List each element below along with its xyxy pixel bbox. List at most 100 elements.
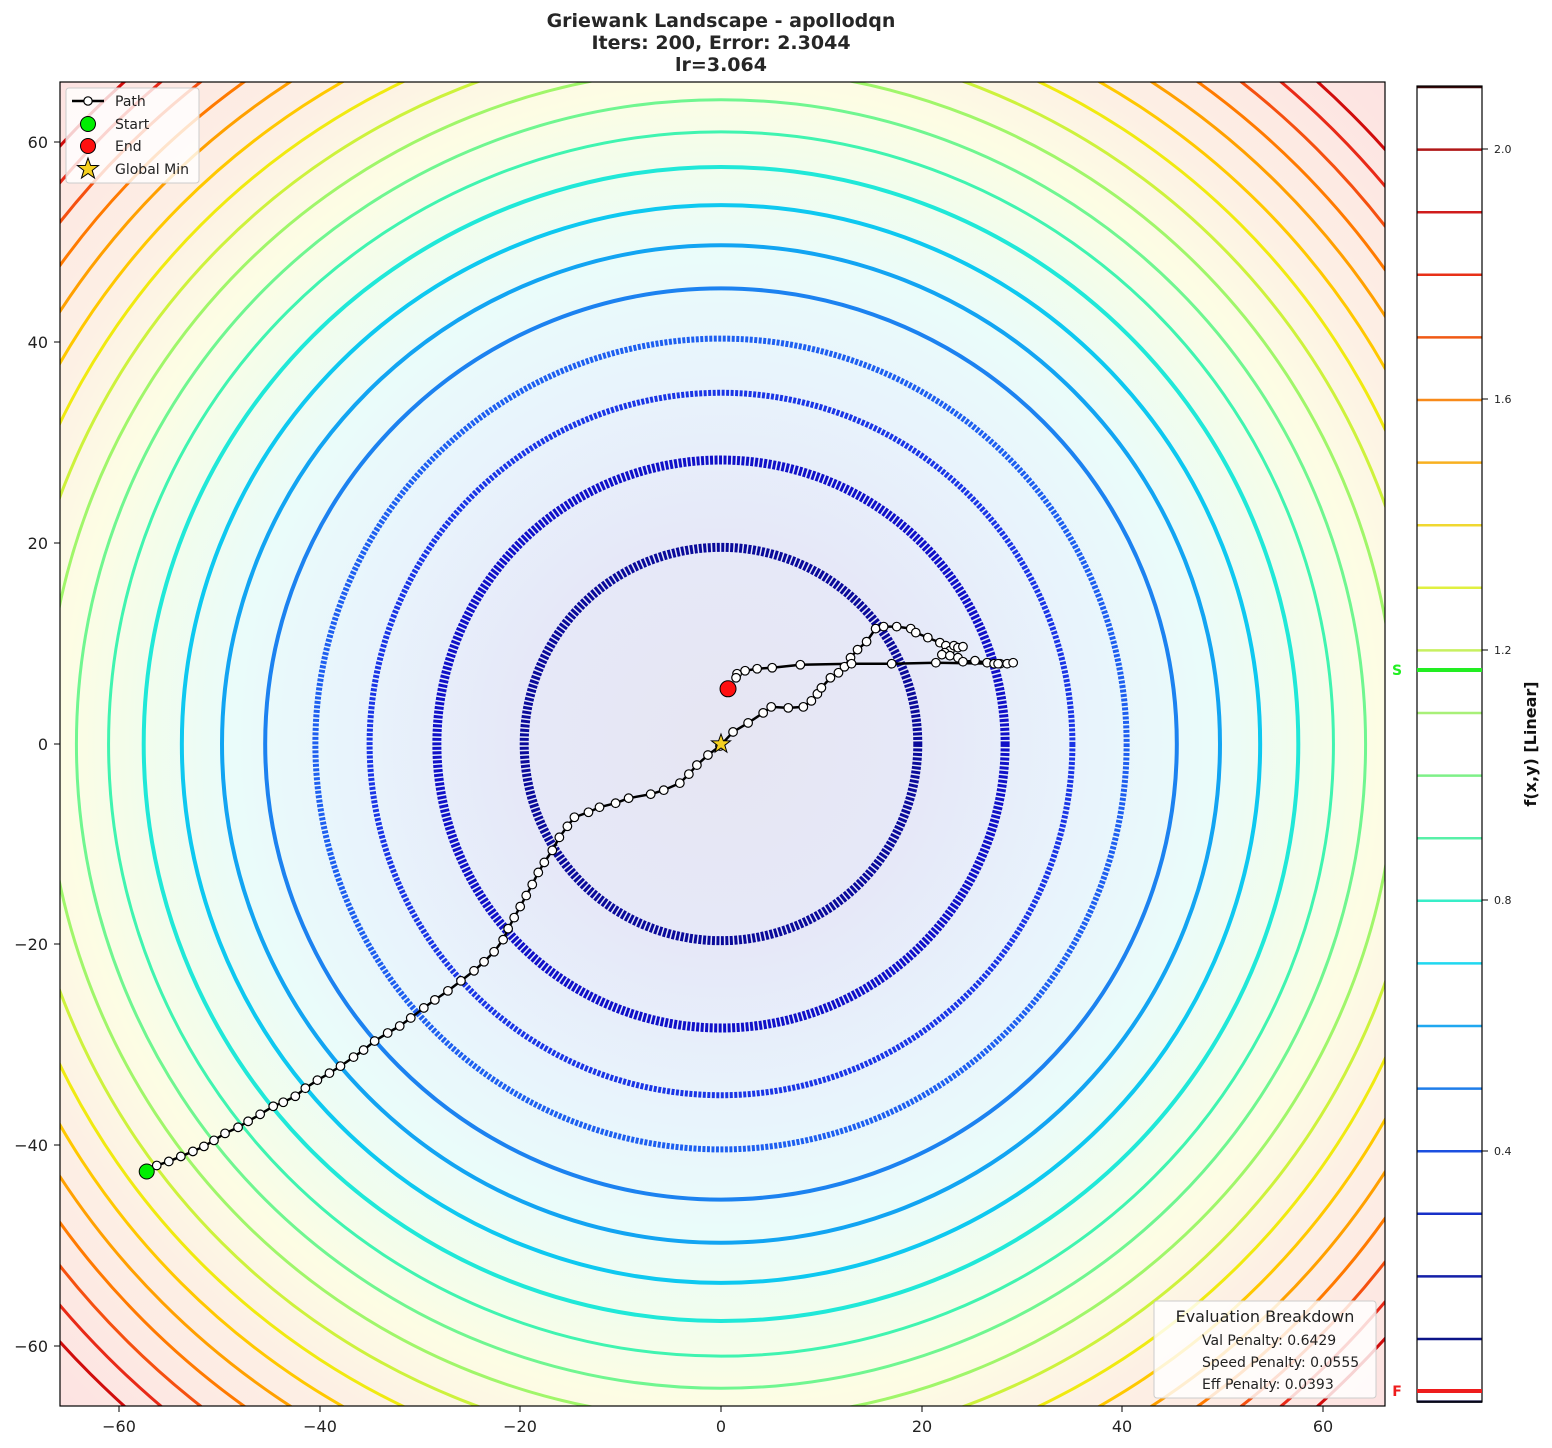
path-point bbox=[970, 655, 980, 666]
svg-text:−60: −60 bbox=[14, 1337, 48, 1356]
path-point bbox=[527, 879, 538, 890]
svg-text:Path: Path bbox=[115, 94, 146, 110]
path-point bbox=[846, 658, 857, 669]
colorbar-bg bbox=[1417, 86, 1482, 1402]
legend-entry-global-min: Global Min bbox=[76, 156, 189, 180]
start-marker bbox=[138, 1163, 155, 1180]
svg-text:40: 40 bbox=[28, 333, 48, 352]
svg-text:0: 0 bbox=[716, 1417, 726, 1436]
end-marker bbox=[719, 680, 737, 698]
path-point bbox=[610, 798, 621, 809]
path-point bbox=[547, 845, 558, 856]
path-point bbox=[833, 667, 844, 678]
start-circle-icon bbox=[80, 116, 96, 132]
path-point bbox=[290, 1091, 301, 1102]
path-point bbox=[886, 658, 897, 669]
y-tick: −20 bbox=[14, 935, 60, 954]
path-point bbox=[936, 649, 947, 660]
path-point bbox=[220, 1128, 230, 1139]
x-tick: 60 bbox=[1313, 1406, 1333, 1436]
x-tick: 20 bbox=[912, 1406, 932, 1436]
path-point bbox=[825, 672, 836, 683]
colorbar-ticks: 2.0 1.6 1.2 0.8 0.4 bbox=[1482, 143, 1512, 1158]
contour-ring bbox=[107, 130, 1335, 1358]
title-line-2: Iters: 200, Error: 2.3044 bbox=[591, 32, 850, 54]
path-point bbox=[199, 1141, 209, 1152]
contour-ring bbox=[220, 243, 1222, 1245]
path-point bbox=[795, 659, 806, 670]
path-point bbox=[798, 701, 809, 712]
y-tick: 0 bbox=[38, 735, 60, 754]
path-point bbox=[752, 663, 763, 674]
x-tick: −60 bbox=[102, 1406, 136, 1436]
contour-ring bbox=[366, 389, 1076, 1099]
path-point bbox=[187, 1146, 198, 1157]
global-min-star-icon bbox=[710, 732, 732, 754]
svg-text:0.4: 0.4 bbox=[1494, 1145, 1512, 1158]
svg-text:60: 60 bbox=[1313, 1417, 1333, 1436]
final-value-label: F bbox=[1392, 1384, 1402, 1400]
path-point bbox=[583, 807, 594, 818]
path-point bbox=[209, 1135, 219, 1146]
contour-ring bbox=[179, 203, 1263, 1285]
path-point bbox=[278, 1097, 289, 1108]
path-point bbox=[369, 1036, 380, 1046]
path-point bbox=[255, 1109, 266, 1120]
path-point bbox=[910, 627, 921, 638]
path-point bbox=[861, 636, 872, 647]
path-point bbox=[324, 1068, 335, 1079]
path-point bbox=[569, 812, 580, 823]
path-point bbox=[658, 785, 669, 796]
path-point bbox=[930, 657, 941, 668]
contour-ring bbox=[263, 286, 1179, 1202]
path-point bbox=[1008, 657, 1019, 668]
path-point bbox=[674, 778, 685, 789]
path-point bbox=[521, 890, 532, 901]
start-value-label: S bbox=[1392, 663, 1402, 679]
path-point bbox=[878, 621, 889, 632]
path-point bbox=[175, 1151, 186, 1162]
svg-text:0: 0 bbox=[38, 735, 48, 754]
path-point bbox=[498, 934, 509, 945]
path-point bbox=[852, 644, 863, 655]
svg-text:−40: −40 bbox=[14, 1136, 48, 1155]
svg-text:−60: −60 bbox=[102, 1417, 136, 1436]
svg-text:20: 20 bbox=[912, 1417, 932, 1436]
eval-box-frame bbox=[1153, 1300, 1377, 1399]
x-tick: 40 bbox=[1112, 1406, 1132, 1436]
path-point bbox=[958, 656, 968, 667]
optimizer-path bbox=[138, 621, 1019, 1180]
path-point bbox=[533, 867, 544, 878]
path-point bbox=[489, 946, 499, 957]
y-tick: −60 bbox=[14, 1337, 60, 1356]
path-point bbox=[515, 901, 526, 912]
path-point bbox=[945, 650, 955, 661]
val-penalty: Val Penalty: 0.6429 bbox=[1202, 1333, 1336, 1349]
svg-text:Start: Start bbox=[115, 117, 150, 133]
path-point bbox=[539, 857, 550, 868]
path-point bbox=[870, 623, 881, 634]
y-axis: 60 40 20 0 −20 −40 −60 bbox=[14, 133, 60, 1356]
path-point bbox=[443, 985, 453, 996]
colorbar-levels bbox=[1417, 85, 1482, 1403]
svg-text:20: 20 bbox=[28, 534, 48, 553]
colorbar-label: f(x,y) [Linear] bbox=[1521, 681, 1540, 806]
y-tick: 40 bbox=[28, 333, 60, 352]
path-point bbox=[683, 769, 694, 780]
x-tick: −20 bbox=[503, 1406, 537, 1436]
y-tick: 20 bbox=[28, 534, 60, 553]
path-point bbox=[479, 956, 489, 967]
chart-title: Griewank Landscape - apollodqn Iters: 20… bbox=[547, 10, 896, 76]
path-point bbox=[816, 682, 827, 693]
path-marker-icon bbox=[83, 96, 93, 106]
path-point bbox=[456, 975, 466, 986]
path-point bbox=[562, 821, 573, 832]
legend-entry-start: Start bbox=[80, 116, 150, 133]
path-point bbox=[348, 1052, 359, 1062]
title-line-3: lr=3.064 bbox=[675, 54, 767, 76]
path-point bbox=[394, 1021, 405, 1031]
star-icon bbox=[76, 156, 100, 180]
path-point bbox=[554, 832, 565, 843]
contour-ring bbox=[312, 335, 1130, 1153]
